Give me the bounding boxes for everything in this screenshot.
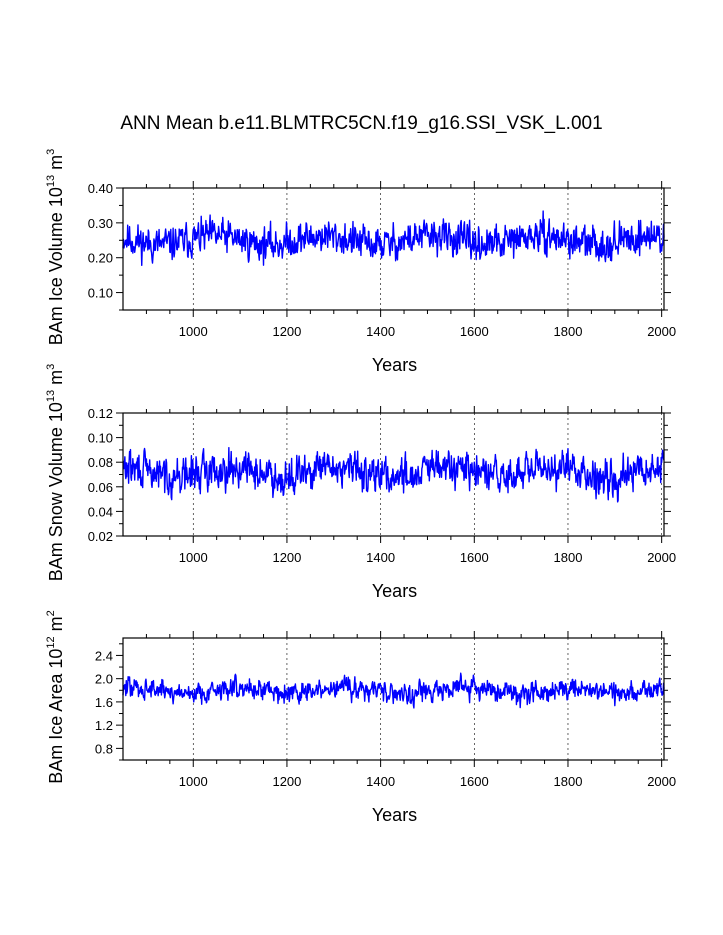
x-tick-label: 1400 (366, 550, 395, 565)
y-tick-label: 0.10 (88, 286, 113, 301)
x-tick-label: 1400 (366, 774, 395, 789)
y-axis-label: BAm Ice Volume 1013 m3 (45, 149, 66, 345)
y-tick-label: 0.40 (88, 181, 113, 196)
y-tick-label: 0.12 (88, 406, 113, 421)
x-axis-label: Years (372, 805, 417, 825)
x-tick-label: 1800 (554, 324, 583, 339)
x-axis-label: Years (372, 581, 417, 601)
x-tick-label: 1600 (460, 324, 489, 339)
series-line (122, 672, 665, 709)
y-tick-label: 0.06 (88, 480, 113, 495)
y-axis-label: BAm Ice Area 1012 m2 (45, 610, 66, 783)
x-tick-label: 1200 (272, 324, 301, 339)
y-tick-label: 2.0 (95, 672, 113, 687)
chart-title: ANN Mean b.e11.BLMTRC5CN.f19_g16.SSI_VSK… (120, 113, 603, 134)
chart-panel-3: 1000 1200 1400 1600 1800 2000 0.8 1.2 1.6 2.0 2.4 Y… (45, 610, 676, 825)
y-tick-label: 0.8 (95, 741, 113, 756)
x-tick-label: 1600 (460, 550, 489, 565)
x-tick-label: 2000 (647, 550, 676, 565)
y-tick-label: 0.20 (88, 251, 113, 266)
x-axis-label: Years (372, 355, 417, 375)
y-tick-label: 0.04 (88, 504, 113, 519)
y-tick-label: 1.6 (95, 695, 113, 710)
y-tick-label: 1.2 (95, 718, 113, 733)
chart-panel-1: 1000 1200 1400 1600 1800 2000 0.10 0.20 0.30 0.40… (45, 149, 676, 375)
y-tick-label: 0.10 (88, 431, 113, 446)
x-tick-label: 1000 (179, 324, 208, 339)
y-axis-label: BAm Snow Volume 1013 m3 (45, 364, 66, 581)
series-line (122, 210, 665, 267)
y-tick-label: 0.02 (88, 529, 113, 544)
series-line (122, 446, 665, 503)
x-tick-label: 1400 (366, 324, 395, 339)
x-tick-label: 1600 (460, 774, 489, 789)
x-tick-label: 2000 (647, 324, 676, 339)
x-tick-label: 1800 (554, 550, 583, 565)
y-tick-label: 0.08 (88, 455, 113, 470)
x-tick-label: 2000 (647, 774, 676, 789)
x-tick-label: 1200 (272, 550, 301, 565)
x-tick-label: 1800 (554, 774, 583, 789)
plot-frame (122, 637, 665, 761)
y-tick-label: 0.30 (88, 216, 113, 231)
x-tick-label: 1000 (179, 550, 208, 565)
x-tick-label: 1000 (179, 774, 208, 789)
chart-panel-2: 1000 1200 1400 1600 1800 2000 0.02 0.04 0.06 0.08… (45, 364, 676, 601)
y-tick-label: 2.4 (95, 648, 113, 663)
plot-frame (122, 187, 665, 311)
x-tick-label: 1200 (272, 774, 301, 789)
